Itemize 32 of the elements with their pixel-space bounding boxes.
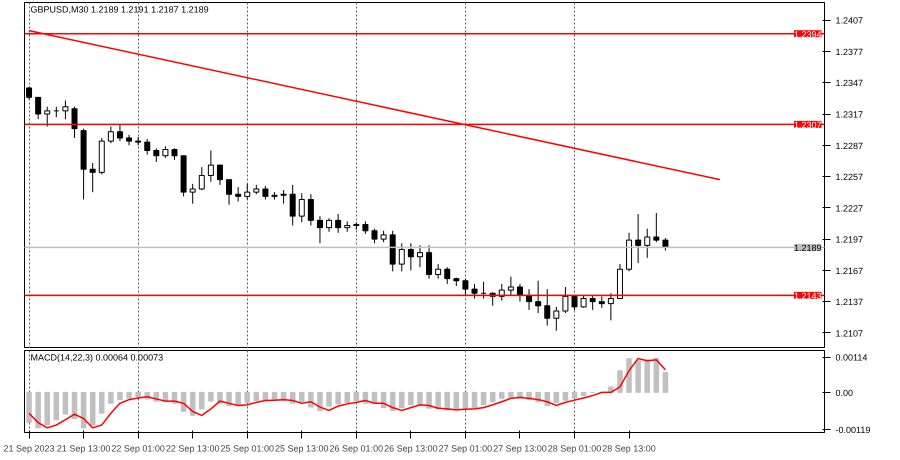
- y-tick-label: 1.2407: [836, 16, 864, 26]
- ref-line-label: 1.2143: [794, 290, 822, 301]
- y-tick-label: 1.2167: [836, 266, 864, 276]
- x-tick-label: 22 Sep 01:00: [111, 444, 165, 454]
- y-tick-label: 1.2107: [836, 328, 864, 338]
- y-tick-label: 1.2227: [836, 203, 864, 214]
- y-tick-label: 1.2377: [836, 46, 864, 57]
- x-tick-label: 27 Sep 13:00: [493, 444, 547, 454]
- x-tick-label: 25 Sep 01:00: [220, 444, 274, 454]
- x-tick-label: 21 Sep 2023: [4, 444, 55, 454]
- y-tick-label: 1.2137: [836, 297, 864, 308]
- y-tick-label: 1.2287: [836, 140, 864, 151]
- x-tick-label: 26 Sep 01:00: [330, 444, 384, 454]
- x-tick-label: 26 Sep 13:00: [384, 444, 438, 454]
- y-tick-label: 0.00114: [836, 352, 868, 363]
- y-tick-label: 1.2347: [836, 78, 864, 88]
- x-tick-label: 28 Sep 01:00: [548, 444, 602, 454]
- ref-line-label: 1.2189: [794, 242, 822, 253]
- y-tick-label: 1.2317: [836, 110, 864, 120]
- ref-line-label: 1.2394: [794, 29, 822, 40]
- y-tick-label: 1.2197: [836, 234, 864, 245]
- x-tick-label: 27 Sep 01:00: [438, 444, 492, 454]
- x-tick-label: 28 Sep 13:00: [602, 444, 656, 454]
- x-tick-label: 22 Sep 13:00: [166, 444, 220, 454]
- y-tick-label: 0.00: [836, 388, 854, 398]
- chart-title: MACD(14,22,3) 0.00064 0.00073: [30, 352, 164, 362]
- ref-line-label: 1.2307: [794, 120, 822, 130]
- y-tick-label: -0.00119: [836, 424, 870, 435]
- x-tick-label: 21 Sep 13:00: [56, 444, 110, 454]
- chart-title: GBPUSD,M30 1.2189 1.2191 1.2187 1.2189: [30, 4, 209, 14]
- x-tick-label: 25 Sep 13:00: [275, 444, 329, 454]
- y-tick-label: 1.2257: [836, 172, 864, 182]
